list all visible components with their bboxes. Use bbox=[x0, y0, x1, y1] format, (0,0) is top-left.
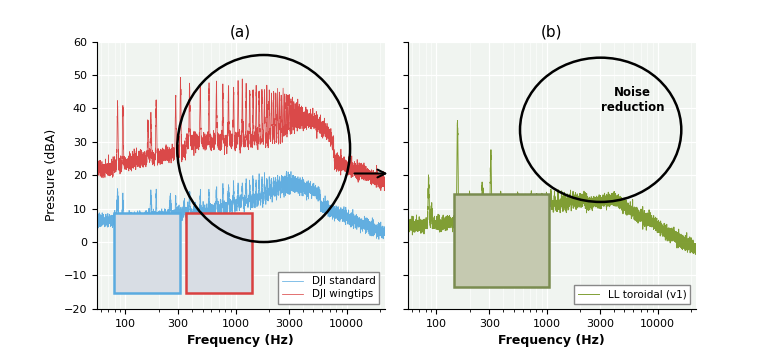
DJI wingtips bbox=[202, 138, 211, 142]
LL toroidal (v1) bbox=[691, 252, 700, 256]
DJI wingtips bbox=[329, 148, 338, 152]
Legend: LL toroidal (v1): LL toroidal (v1) bbox=[574, 285, 690, 304]
DJI standard bbox=[145, 220, 154, 224]
X-axis label: Frequency (Hz): Frequency (Hz) bbox=[187, 334, 294, 347]
Title: (a): (a) bbox=[230, 24, 251, 39]
LL toroidal (v1) bbox=[618, 206, 627, 210]
LL toroidal (v1) bbox=[640, 213, 649, 217]
Y-axis label: Pressure (dBA): Pressure (dBA) bbox=[45, 129, 58, 221]
DJI wingtips bbox=[380, 189, 389, 193]
Bar bbox=[454, 194, 549, 287]
LL toroidal (v1) bbox=[453, 119, 462, 123]
DJI standard bbox=[279, 190, 288, 194]
Line: LL toroidal (v1): LL toroidal (v1) bbox=[407, 121, 696, 254]
X-axis label: Frequency (Hz): Frequency (Hz) bbox=[499, 334, 605, 347]
LL toroidal (v1) bbox=[403, 223, 412, 228]
DJI standard bbox=[380, 234, 390, 238]
LL toroidal (v1) bbox=[591, 196, 600, 200]
LL toroidal (v1) bbox=[513, 191, 523, 195]
DJI wingtips bbox=[279, 134, 288, 138]
DJI standard bbox=[264, 182, 274, 186]
DJI standard bbox=[307, 189, 316, 193]
DJI standard bbox=[374, 237, 383, 242]
Legend: DJI standard, DJI wingtips: DJI standard, DJI wingtips bbox=[278, 272, 380, 304]
DJI wingtips bbox=[265, 101, 274, 105]
DJI standard bbox=[202, 216, 211, 220]
Bar bbox=[114, 213, 180, 293]
LL toroidal (v1) bbox=[576, 200, 585, 204]
Text: Noise
reduction: Noise reduction bbox=[601, 86, 664, 115]
Bar bbox=[186, 213, 252, 293]
DJI standard bbox=[282, 169, 291, 174]
Title: (b): (b) bbox=[541, 24, 563, 39]
LL toroidal (v1) bbox=[691, 250, 700, 254]
DJI wingtips bbox=[307, 122, 316, 126]
DJI wingtips bbox=[175, 75, 185, 79]
DJI wingtips bbox=[380, 177, 390, 181]
DJI standard bbox=[329, 206, 338, 210]
DJI wingtips bbox=[145, 149, 154, 153]
Line: DJI standard: DJI standard bbox=[97, 171, 385, 239]
LL toroidal (v1) bbox=[455, 222, 465, 226]
DJI standard bbox=[92, 213, 101, 217]
DJI wingtips bbox=[92, 169, 101, 174]
Line: DJI wingtips: DJI wingtips bbox=[97, 77, 385, 191]
